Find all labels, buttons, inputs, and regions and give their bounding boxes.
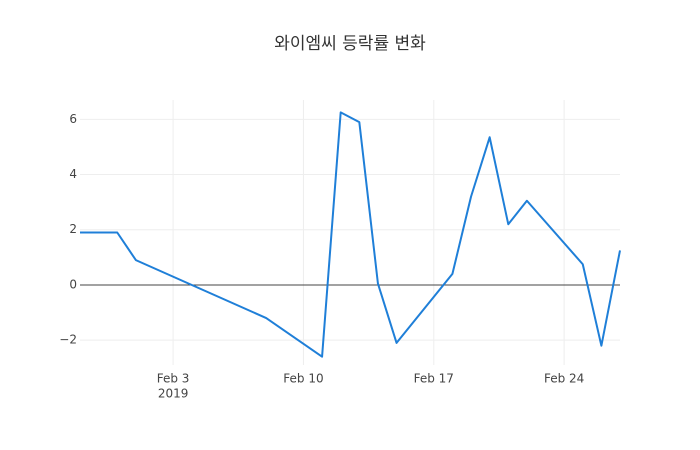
x-tick-label: Feb 24 bbox=[544, 372, 584, 386]
chart-title: 와이엠씨 등락률 변화 bbox=[274, 34, 426, 54]
y-tick-label: 6 bbox=[69, 112, 77, 126]
y-tick-label: 0 bbox=[69, 277, 77, 291]
x-tick-label: Feb 17 bbox=[414, 372, 454, 386]
y-tick-label: 4 bbox=[69, 167, 77, 181]
line-series bbox=[80, 111, 621, 358]
x-tick-label: Feb 3 bbox=[157, 372, 190, 386]
y-tick-label: −2 bbox=[59, 333, 77, 347]
x-tick-label: Feb 10 bbox=[283, 372, 323, 386]
x-tick-year-label: 2019 bbox=[158, 387, 189, 401]
y-tick-label: 2 bbox=[69, 222, 77, 236]
